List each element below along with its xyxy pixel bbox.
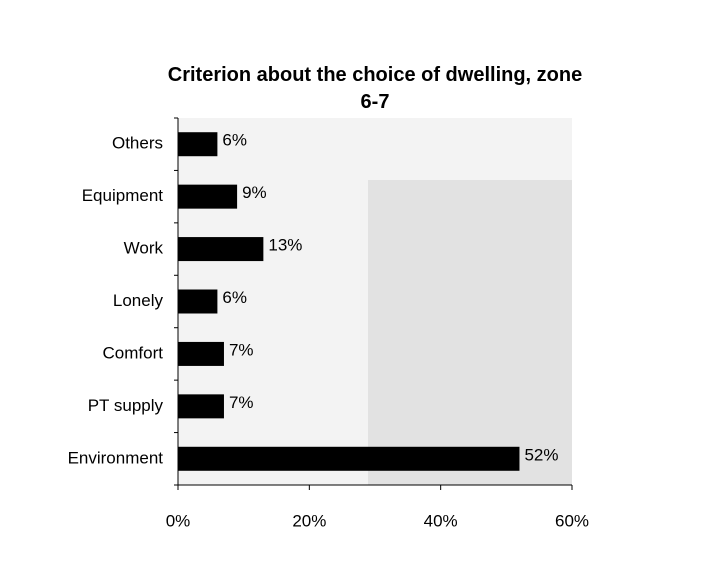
plot-shade (368, 180, 572, 485)
bar (178, 237, 264, 262)
value-label: 52% (524, 445, 558, 464)
x-tick-label: 40% (424, 511, 458, 530)
bar (178, 184, 238, 209)
value-label: 13% (268, 236, 302, 255)
y-tick-label: Lonely (113, 291, 164, 310)
value-label: 7% (229, 393, 254, 412)
bar (178, 289, 218, 314)
y-tick-label: Others (112, 134, 163, 153)
y-tick-label: Work (124, 239, 164, 258)
y-tick-label: Comfort (103, 343, 164, 362)
y-tick-label: PT supply (88, 396, 164, 415)
value-label: 7% (229, 340, 254, 359)
bar (178, 341, 224, 366)
x-tick-label: 0% (166, 511, 191, 530)
value-label: 6% (222, 288, 247, 307)
y-tick-label: Environment (68, 448, 164, 467)
x-tick-label: 60% (555, 511, 589, 530)
bar (178, 394, 224, 419)
value-label: 6% (222, 131, 247, 150)
bar (178, 132, 218, 157)
y-tick-label: Equipment (82, 186, 164, 205)
value-label: 9% (242, 183, 267, 202)
x-tick-label: 20% (292, 511, 326, 530)
chart-title: Criterion about the choice of dwelling, … (167, 64, 583, 113)
bar (178, 446, 520, 471)
